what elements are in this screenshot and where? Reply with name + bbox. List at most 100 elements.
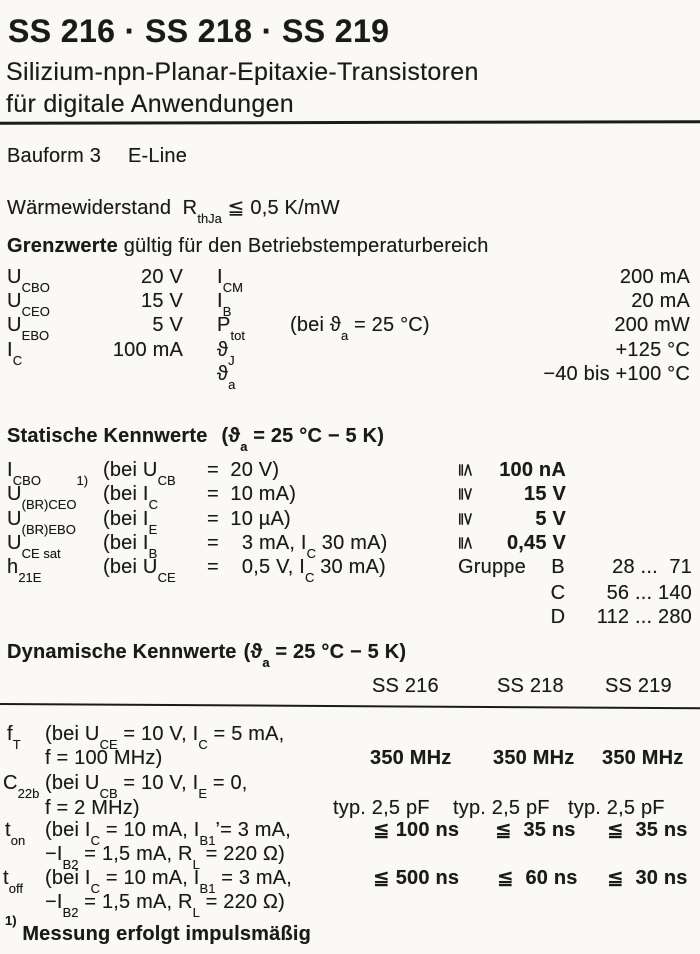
- dynamic-value-ss218: ≦ 60 ns: [497, 867, 578, 889]
- group-range: 56 ... 140: [606, 582, 692, 604]
- dynamic-value-ss219: ≦ 35 ns: [607, 819, 688, 841]
- static-symbol: UCE sat: [7, 532, 61, 561]
- static-value: 5 V: [535, 508, 566, 530]
- dynamic-condition-line1: (bei IC = 10 mA, IB1’= 3 mA,: [45, 819, 291, 848]
- thermal-resistance-line: Wärmewiderstand RthJa ≦ 0,5 K/mW: [7, 197, 340, 226]
- group-label: Gruppe: [458, 556, 526, 578]
- static-condition-left: (bei IE: [103, 508, 158, 537]
- dynamic-heading: Dynamische Kennwerte (ϑa = 25 °C − 5 K): [7, 640, 407, 670]
- column-header-ss216: SS 216: [372, 675, 439, 697]
- static-symbol: h21E: [7, 556, 42, 585]
- dynamic-condition-line2: −IB2 = 1,5 mA, RL = 220 Ω): [45, 891, 286, 920]
- bauform-label: Bauform 3: [7, 145, 102, 167]
- limit-symbol-2: ϑJ: [217, 339, 235, 368]
- static-condition-right: = 20 V): [207, 459, 280, 481]
- static-value: 0,45 V: [506, 532, 566, 554]
- limit-condition: (bei ϑa = 25 °C): [290, 314, 430, 343]
- dynamic-value-ss219: typ. 2,5 pF: [568, 797, 665, 819]
- dynamic-value-ss216: ≦ 500 ns: [373, 867, 460, 889]
- dynamic-value-ss219: 350 MHz: [602, 747, 684, 769]
- static-condition-left: (bei UCE: [103, 556, 176, 585]
- limit-value-2: +125 °C: [615, 339, 690, 361]
- limits-heading: Grenzwerte gültig für den Betriebstemper…: [7, 234, 489, 258]
- limit-value: 5 V: [152, 314, 183, 336]
- static-condition-right: = 0,5 V, IC 30 mA): [207, 556, 386, 585]
- static-symbol: ICBO: [7, 459, 41, 488]
- subtitle-line-1: Silizium-npn-Planar-Epitaxie-Transistore…: [6, 58, 479, 86]
- column-header-ss218: SS 218: [497, 675, 564, 697]
- limit-value-2: 200 mA: [619, 266, 690, 288]
- table-row: U(BR)EBO (bei IE = 10 µA) ≧ 5 V: [0, 507, 700, 537]
- limit-value: 15 V: [141, 290, 183, 312]
- bauform-line: Bauform 3 E-Line: [0, 144, 700, 168]
- dynamic-symbol: fT: [7, 723, 21, 752]
- dynamic-value-ss216: typ. 2,5 pF: [333, 797, 430, 819]
- table-row: ICBO (bei UCB = 20 V) ≦ 100 nA: [0, 458, 700, 488]
- static-symbol: U(BR)EBO: [7, 508, 76, 537]
- dynamic-value-ss218: 350 MHz: [493, 747, 575, 769]
- limit-symbol: UEBO: [7, 314, 50, 343]
- limit-symbol: UCBO: [7, 266, 50, 295]
- dynamic-condition-line2: −IB2 = 1,5 mA, RL = 220 Ω): [45, 843, 286, 872]
- bauform-value: E-Line: [128, 145, 188, 167]
- top-divider: [0, 120, 700, 125]
- dynamic-value-ss216: ≦ 100 ns: [373, 819, 460, 841]
- table-row: IC 100 mA ϑJ +125 °C: [0, 338, 700, 368]
- table-row: U(BR)CEO1) (bei IC = 10 mA) ≧ 15 V: [0, 473, 700, 512]
- group-letter: B: [551, 556, 565, 578]
- static-condition-left: (bei UCB: [103, 459, 176, 488]
- limit-value-2: 200 mW: [614, 314, 690, 336]
- static-condition-right: = 10 µA): [207, 508, 291, 530]
- dynamic-condition-line2: f = 2 MHz): [45, 797, 140, 819]
- table-row: h21E (bei UCE = 0,5 V, IC 30 mA) Gruppe …: [0, 555, 700, 585]
- dynamic-symbol: C22b: [3, 772, 40, 801]
- limit-value: 20 V: [141, 266, 183, 288]
- limit-value-2: 20 mA: [631, 290, 690, 312]
- static-heading-bold: Statische Kennwerte: [7, 425, 208, 447]
- limits-heading-bold: Grenzwerte: [7, 235, 118, 257]
- table-row: UEBO 5 V Ptot (bei ϑa = 25 °C) 200 mW: [0, 313, 700, 343]
- dynamic-value-ss218: ≦ 35 ns: [495, 819, 576, 841]
- dynamic-heading-bold: Dynamische Kennwerte: [7, 641, 237, 663]
- static-condition-left: (bei IC: [103, 483, 159, 512]
- group-letter: C: [550, 582, 566, 604]
- limits-heading-rest: gültig für den Betriebstemperaturbereich: [117, 235, 489, 257]
- static-condition-right: = 3 mA, IC 30 mA): [207, 532, 388, 561]
- table-row: D 112 ... 280: [0, 605, 700, 629]
- dynamic-value-ss218: typ. 2,5 pF: [453, 797, 550, 819]
- limit-symbol-2: ICM: [217, 266, 243, 295]
- table-row: UCE sat (bei IB = 3 mA, IC 30 mA) ≦ 0,45…: [0, 531, 700, 561]
- dynamic-symbol: toff: [3, 867, 23, 896]
- static-value: 100 nA: [499, 459, 566, 481]
- dynamic-value-ss219: ≦ 30 ns: [607, 867, 688, 889]
- limit-symbol-2: Ptot: [217, 314, 246, 343]
- static-heading-condition: (ϑa = 25 °C − 5 K): [221, 425, 385, 454]
- dynamic-condition-line1: (bei UCE = 10 V, IC = 5 mA,: [45, 723, 285, 752]
- dynamic-condition-line1: (bei IC = 10 mA, IB1 = 3 mA,: [45, 867, 293, 896]
- limit-symbol: UCEO: [7, 290, 50, 319]
- dynamic-condition-line1: (bei UCB = 10 V, IE = 0,: [45, 772, 248, 801]
- subtitle-line-2: für digitale Anwendungen: [6, 90, 294, 118]
- limit-value: 100 mA: [112, 339, 183, 361]
- group-range: 112 ... 280: [596, 606, 692, 628]
- footnote: 1) Messung erfolgt impulsmäßig: [5, 913, 312, 945]
- static-symbol: U(BR)CEO1): [7, 473, 89, 512]
- limit-symbol: IC: [7, 339, 23, 368]
- dynamic-value-ss216: 350 MHz: [370, 747, 452, 769]
- limit-symbol-2: ϑa: [217, 363, 236, 392]
- dynamic-heading-condition: (ϑa = 25 °C − 5 K): [243, 641, 407, 670]
- table-row: ϑa −40 bis +100 °C: [0, 362, 700, 392]
- group-letter: D: [550, 606, 566, 628]
- limit-symbol-2: IB: [217, 290, 232, 319]
- static-value: 15 V: [524, 483, 566, 505]
- limit-value-2: −40 bis +100 °C: [543, 363, 690, 385]
- page-title: SS 216 · SS 218 · SS 219: [8, 13, 390, 49]
- dynamic-symbol: ton: [5, 819, 26, 848]
- static-condition-left: (bei IB: [103, 532, 158, 561]
- static-heading: Statische Kennwerte (ϑa = 25 °C − 5 K): [7, 424, 385, 454]
- static-condition-right: = 10 mA): [207, 483, 297, 505]
- group-range: 28 ... 71: [612, 556, 692, 578]
- table-row: UCEO 15 V IB 20 mA: [0, 289, 700, 319]
- dynamic-divider: [0, 703, 700, 710]
